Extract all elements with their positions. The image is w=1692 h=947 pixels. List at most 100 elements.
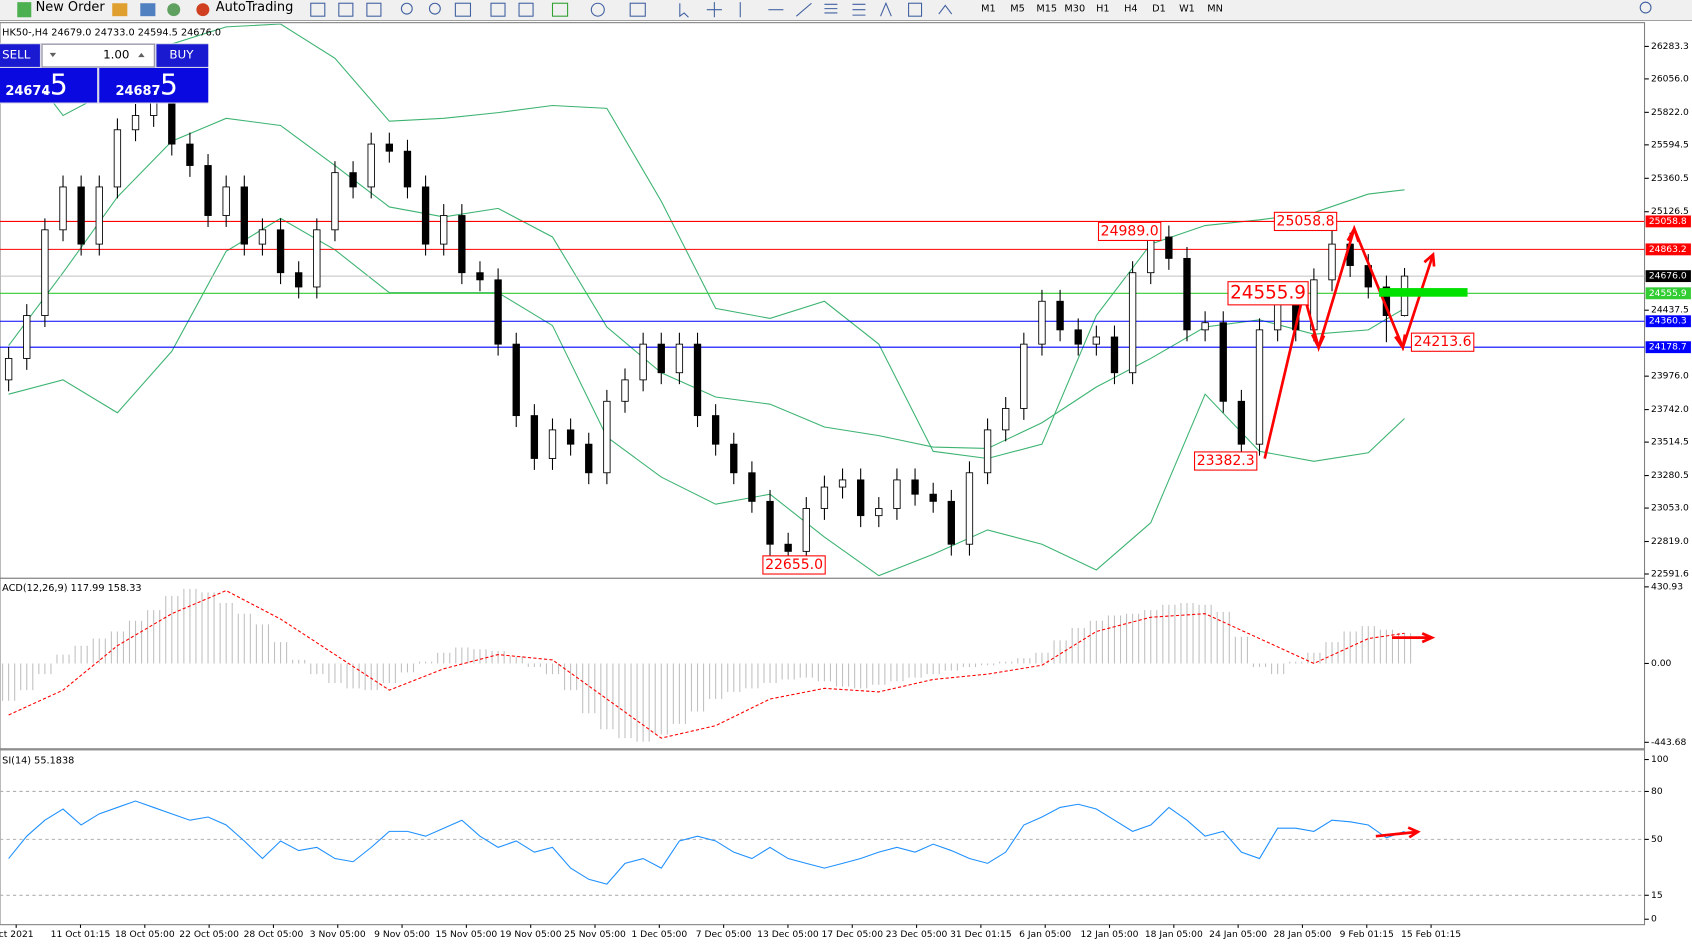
timeframe-button[interactable]: M30 <box>1064 4 1085 15</box>
toolbar-icon[interactable] <box>490 2 506 17</box>
candle-body <box>186 143 194 166</box>
crosshair-tool[interactable] <box>706 2 722 18</box>
zoom-out[interactable] <box>428 2 441 15</box>
label-tool[interactable] <box>908 2 923 17</box>
toolbar-icon[interactable] <box>167 3 181 17</box>
channel-tool[interactable] <box>824 3 838 14</box>
candle-body <box>603 400 611 474</box>
candle-body <box>548 429 557 459</box>
autotrading-button[interactable]: AutoTrading <box>216 0 294 15</box>
candle-body <box>784 543 792 552</box>
x-tick-label: 22 Oct 05:00 <box>179 929 239 940</box>
bid-price[interactable]: 24674 <box>5 84 50 99</box>
toolbar-icon[interactable] <box>366 2 382 17</box>
lots-value[interactable]: 1.00 <box>103 48 129 62</box>
price-annotation-box <box>1273 211 1338 232</box>
timeframe-button[interactable]: D1 <box>1152 4 1166 15</box>
candle-body <box>1128 272 1137 374</box>
y-tick-label: 26056.0 <box>1651 73 1689 84</box>
toolbar-icon[interactable] <box>454 2 472 17</box>
timeframe-button[interactable]: H1 <box>1096 4 1109 15</box>
macd-panel <box>0 577 1646 750</box>
candle-body <box>730 443 738 474</box>
trendline-tool[interactable] <box>796 2 812 17</box>
candle-body <box>1219 322 1227 402</box>
arrows-tool[interactable] <box>938 4 953 15</box>
candle-body <box>530 415 539 459</box>
fibo-tool[interactable] <box>852 3 866 16</box>
cursor-tool[interactable] <box>679 3 689 18</box>
rsi-line <box>8 800 1405 885</box>
chart-header: HK50-,H4 24679.0 24733.0 24594.5 24676.0 <box>2 27 221 38</box>
lots-field[interactable] <box>41 43 155 68</box>
candle-body <box>41 229 49 316</box>
x-tick-label: 1 Dec 05:00 <box>631 929 687 940</box>
y-tick-label: 23976.0 <box>1651 371 1689 382</box>
y-tick-label: 25360.5 <box>1651 173 1689 184</box>
x-tick-label: 18 Oct 05:00 <box>115 929 175 940</box>
candle-body <box>657 343 665 374</box>
price-annotation: 25058.8 <box>1277 213 1335 229</box>
timeframe-button[interactable]: MN <box>1207 4 1223 15</box>
indicators-icon[interactable] <box>551 2 569 17</box>
bollinger-upper <box>8 23 1405 460</box>
x-tick-label: 13 Dec 05:00 <box>757 929 819 940</box>
candle-body <box>1147 236 1155 274</box>
toolbar-icon[interactable] <box>112 3 128 17</box>
periods-icon[interactable] <box>590 2 605 17</box>
candle-body <box>802 508 810 552</box>
text-tool[interactable] <box>880 1 892 17</box>
candle-body <box>748 472 756 502</box>
timeframe-button[interactable]: M1 <box>981 4 996 15</box>
x-tick-label: 6 Jan 05:00 <box>1019 929 1071 940</box>
candle-body <box>929 493 937 502</box>
ask-box[interactable] <box>99 67 209 103</box>
timeframe-button[interactable]: W1 <box>1179 4 1195 15</box>
toolbar-icon[interactable] <box>310 2 326 17</box>
toolbar-icon[interactable] <box>518 2 534 17</box>
y-tick-label: 430.93 <box>1651 581 1683 592</box>
timeframe-button[interactable]: M5 <box>1010 4 1025 15</box>
ask-pips[interactable]: .5 <box>151 68 178 101</box>
x-tick-label: 23 Dec 05:00 <box>886 929 948 940</box>
timeframe-button[interactable]: M15 <box>1036 4 1057 15</box>
x-tick-label: 25 Nov 05:00 <box>564 929 626 940</box>
buy-button[interactable] <box>156 44 209 67</box>
lots-up[interactable] <box>138 52 145 58</box>
candle-body <box>1165 236 1173 259</box>
toolbar-icon[interactable] <box>338 2 354 17</box>
bid-pips[interactable]: .5 <box>41 68 68 101</box>
new-order-button[interactable]: New Order <box>36 0 106 15</box>
y-tick-label: 0 <box>1651 914 1657 925</box>
candle-body <box>168 100 176 145</box>
sell-label[interactable]: SELL <box>2 48 31 62</box>
autotrading-icon[interactable] <box>196 3 210 17</box>
ask-price[interactable]: 24687 <box>115 84 160 99</box>
candle-body <box>385 143 394 152</box>
candle-body <box>639 343 647 381</box>
search[interactable] <box>1639 1 1652 14</box>
candle-body <box>113 129 122 188</box>
price-level-tag <box>1645 315 1691 328</box>
bid-box[interactable] <box>0 67 98 103</box>
candle-body <box>947 500 955 545</box>
macd-title: ACD(12,26,9) 117.99 158.33 <box>2 583 141 594</box>
templates-icon[interactable] <box>629 2 646 17</box>
buy-label[interactable]: BUY <box>169 48 194 62</box>
rsi-arrow <box>1375 826 1421 839</box>
candle-body <box>4 358 13 381</box>
zoom-in[interactable] <box>400 2 413 15</box>
lots-down[interactable] <box>49 52 57 58</box>
candle-body <box>1056 300 1064 331</box>
x-tick-label: 24 Jan 05:00 <box>1209 929 1267 940</box>
x-tick-label: 28 Oct 05:00 <box>244 929 304 940</box>
timeframe-button[interactable]: H4 <box>1124 4 1137 15</box>
new-order-icon[interactable] <box>17 2 32 18</box>
x-tick-label: ct 2021 <box>0 929 34 940</box>
sell-button[interactable] <box>0 44 40 67</box>
timeframes: M1 M5 M15 M30 H1 H4 D1 W1 MN <box>981 4 1223 15</box>
toolbar-icon[interactable] <box>140 3 156 17</box>
candle-body <box>1183 257 1191 331</box>
candle-body <box>258 229 267 245</box>
